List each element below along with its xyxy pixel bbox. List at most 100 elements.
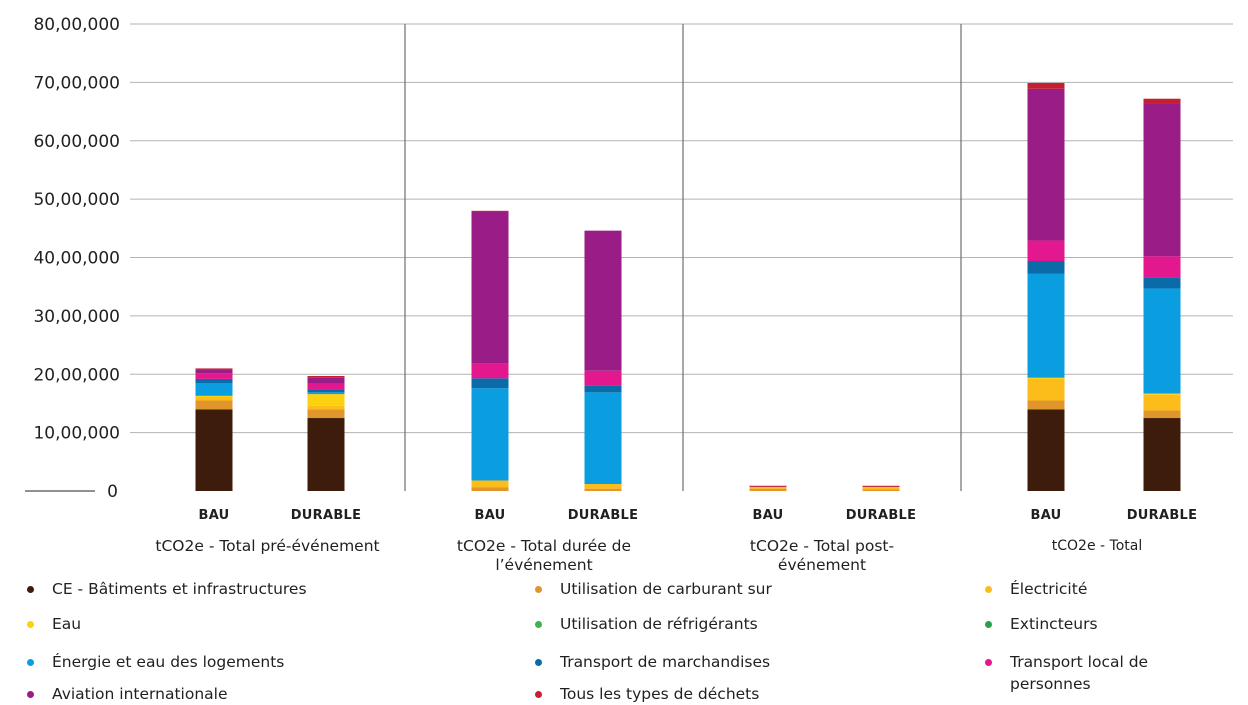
bar-segment (307, 409, 345, 419)
bar-segment (1027, 400, 1065, 410)
bar-segment (307, 389, 345, 393)
bar-segment (307, 394, 345, 406)
group-label: tCO2e - Total durée de l’événement (456, 537, 632, 574)
stacked-bar-chart: 0 10,00,000 20,00,000 30,00,000 40,00,000 50,… (25, 15, 1233, 523)
x-tick-label: DURABLE (846, 508, 917, 523)
bar-segment (307, 376, 345, 378)
bar-segment (584, 230, 622, 371)
bar-segment (862, 486, 900, 490)
y-tick-label: 30,00,000 (33, 307, 120, 327)
legend-swatch (535, 621, 542, 628)
x-tick-label: BAU (752, 508, 783, 523)
group-label: tCO2e - Total (1051, 538, 1143, 554)
legend-item: Utilisation de réfrigérants (535, 613, 758, 635)
bar-segment (307, 392, 345, 395)
legend-item: Eau (27, 613, 82, 635)
bar-segment (1143, 410, 1181, 419)
bar-segment (584, 483, 622, 489)
bar-segment (1143, 393, 1181, 395)
bar-segment (749, 485, 787, 487)
bar-segment (749, 486, 787, 489)
legend-item: Transport de marchandises (535, 651, 771, 673)
legend-label: Tous les types de déchets (560, 685, 760, 703)
legend-swatch (985, 659, 992, 666)
bar-segment (1027, 82, 1065, 89)
bar-segment (195, 395, 233, 398)
legend-swatch (535, 586, 542, 593)
legend-label: CE - Bâtiments et infrastructures (52, 580, 307, 598)
bar-segment (1027, 261, 1065, 274)
bar-segment (307, 383, 345, 390)
bar-segment (307, 405, 345, 410)
legend-item: Électricité (985, 578, 1087, 600)
x-tick-label: BAU (198, 508, 229, 523)
bar-segment (1143, 277, 1181, 289)
bar-segment (1143, 103, 1181, 257)
legend-item: Tous les types de déchets (535, 683, 760, 705)
bar-segment (307, 418, 345, 491)
bar-segment (862, 485, 900, 487)
bar-segment (307, 377, 345, 384)
bar-segment (195, 373, 233, 379)
bar-segment (584, 488, 622, 491)
bar-segment (195, 378, 233, 384)
legend-swatch (27, 586, 34, 593)
bar-segment (1027, 409, 1065, 491)
legend-item: Aviation internationale (27, 683, 228, 705)
legend-label: Utilisation de réfrigérants (560, 615, 758, 633)
legend-item: Utilisation de carburant sur (535, 578, 772, 600)
bar-segment (749, 488, 787, 491)
bar-segment (195, 369, 233, 374)
x-tick-label: BAU (1030, 508, 1061, 523)
bar-segment (471, 211, 509, 364)
y-tick-label: 70,00,000 (33, 73, 120, 93)
bar-segment (1027, 88, 1065, 241)
legend-item: Transport local de personnes (985, 651, 1190, 695)
bar-segment (1143, 256, 1181, 278)
bar-segment (1027, 377, 1065, 379)
bar-segment (471, 480, 509, 488)
bar-segment (1143, 418, 1181, 491)
legend-label: Aviation internationale (52, 685, 228, 703)
y-tick-label: 40,00,000 (33, 249, 120, 269)
legend-swatch (535, 659, 542, 666)
legend-label: Eau (52, 615, 82, 633)
x-tick-label: BAU (474, 508, 505, 523)
y-tick-label: 10,00,000 (33, 424, 120, 444)
x-tick-label: DURABLE (1127, 508, 1198, 523)
bar-segment (1027, 240, 1065, 262)
legend-label: Énergie et eau des logements (52, 653, 285, 671)
legend-label: Extincteurs (1010, 615, 1098, 633)
legend-label: Transport local de personnes (1010, 653, 1149, 693)
bar-segment (1143, 394, 1181, 411)
group-label: tCO2e - Total post-événement (749, 537, 895, 574)
bar-segment (471, 210, 509, 212)
legend-swatch (27, 621, 34, 628)
bar-segment (584, 370, 622, 386)
y-tick-label: 20,00,000 (33, 365, 120, 385)
x-tick-label: DURABLE (291, 508, 362, 523)
bar-segment (584, 385, 622, 393)
legend-swatch (27, 691, 34, 698)
bar-segment (471, 388, 509, 481)
y-tick-label: 0 (107, 482, 118, 502)
y-tick-label: 50,00,000 (33, 190, 120, 210)
legend-label: Transport de marchandises (560, 653, 771, 671)
bar-segment (1027, 378, 1065, 401)
bar-segment (862, 489, 900, 491)
bar-segment (471, 363, 509, 379)
legend-label: Utilisation de carburant sur (560, 580, 772, 598)
y-tick-label: 60,00,000 (33, 132, 120, 152)
bar-segment (195, 383, 233, 396)
group-label: tCO2e - Total pré-événement (155, 537, 380, 555)
legend-swatch (535, 691, 542, 698)
bar-segment (195, 409, 233, 491)
bar-segment (195, 397, 233, 401)
bar-segment (1143, 98, 1181, 104)
legend-swatch (985, 621, 992, 628)
legend-item: CE - Bâtiments et infrastructures (27, 578, 307, 600)
x-tick-label: DURABLE (568, 508, 639, 523)
legend-item: Extincteurs (985, 613, 1098, 635)
bar-segment (1027, 273, 1065, 378)
bar-segment (584, 392, 622, 484)
